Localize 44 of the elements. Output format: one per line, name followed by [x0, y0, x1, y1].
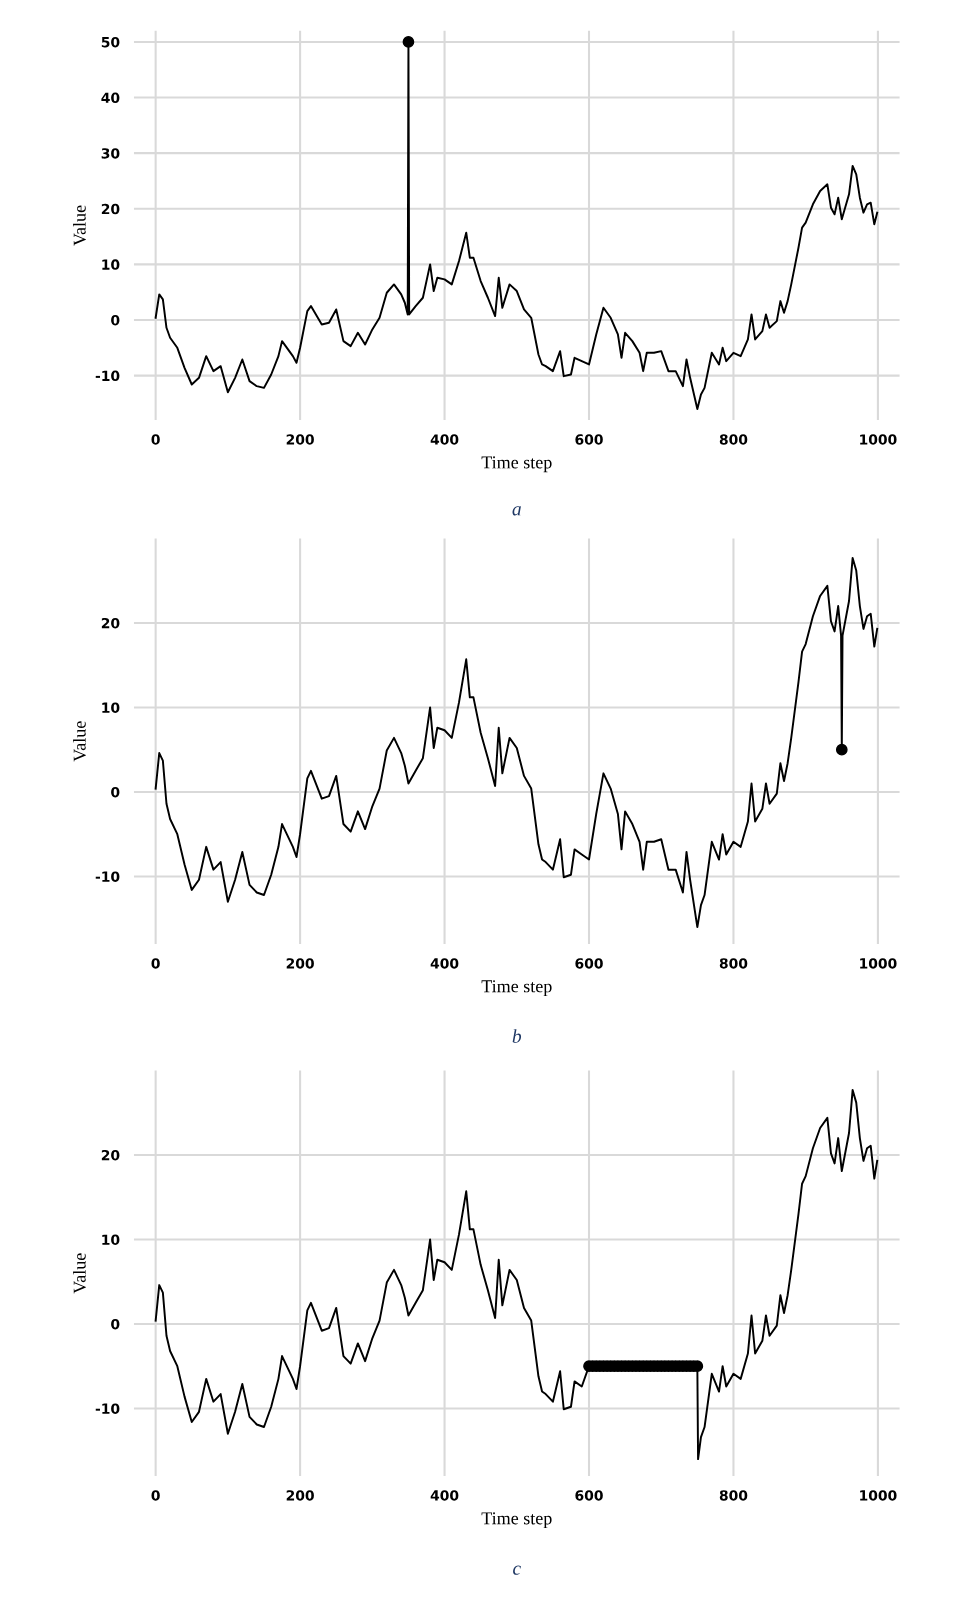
line-series — [154, 556, 879, 929]
x-tick-label: 400 — [430, 434, 459, 445]
x-tick-label: 1000 — [860, 1490, 897, 1501]
x-axis-title: Time step — [481, 1512, 552, 1529]
y-axis-title: Value — [73, 205, 86, 246]
text: b — [512, 1029, 522, 1043]
x-tick-label: 1000 — [860, 434, 897, 445]
x-tick-label: 600 — [575, 1490, 603, 1501]
y-tick-label: 50 — [101, 36, 120, 48]
x-tick-label: 600 — [575, 958, 603, 969]
y-tick-label: -10 — [95, 871, 120, 882]
y-tick-label: 20 — [101, 1149, 120, 1161]
x-tick-label: 0 — [151, 434, 160, 445]
text: a — [512, 506, 521, 516]
x-tick-label: 200 — [286, 1490, 314, 1501]
y-tick-label: 30 — [101, 148, 120, 159]
x-axis-title: Time step — [481, 456, 552, 473]
y-tick-label: 0 — [111, 1318, 120, 1330]
y-tick-label: 10 — [102, 1234, 120, 1245]
x-tick-label: 0 — [151, 1490, 160, 1501]
text: c — [513, 1565, 521, 1575]
y-axis-title: Value — [73, 721, 86, 762]
y-tick-label: 0 — [111, 314, 120, 326]
y-axis-title: Value — [73, 1253, 86, 1294]
x-tick-label: 800 — [719, 434, 748, 445]
x-tick-label: 200 — [286, 434, 314, 445]
x-tick-label: 600 — [575, 434, 603, 445]
y-tick-label: 20 — [101, 203, 120, 215]
y-tick-label: 10 — [102, 702, 120, 713]
y-tick-label: 20 — [101, 617, 120, 629]
x-tick-label: 1000 — [860, 958, 897, 969]
x-tick-label: 800 — [719, 958, 748, 969]
y-tick-label: 10 — [102, 259, 120, 270]
y-tick-label: -10 — [95, 1403, 120, 1414]
x-tick-label: 800 — [719, 1490, 748, 1501]
x-tick-label: 400 — [430, 958, 459, 969]
y-tick-label: 40 — [101, 92, 120, 104]
x-tick-label: 400 — [430, 1490, 459, 1501]
y-tick-label: 0 — [111, 786, 120, 798]
y-tick-label: -10 — [95, 370, 120, 382]
x-tick-label: 200 — [286, 958, 314, 969]
line-series — [154, 1088, 879, 1461]
x-tick-label: 0 — [151, 958, 160, 969]
x-axis-title: Time step — [481, 980, 552, 997]
